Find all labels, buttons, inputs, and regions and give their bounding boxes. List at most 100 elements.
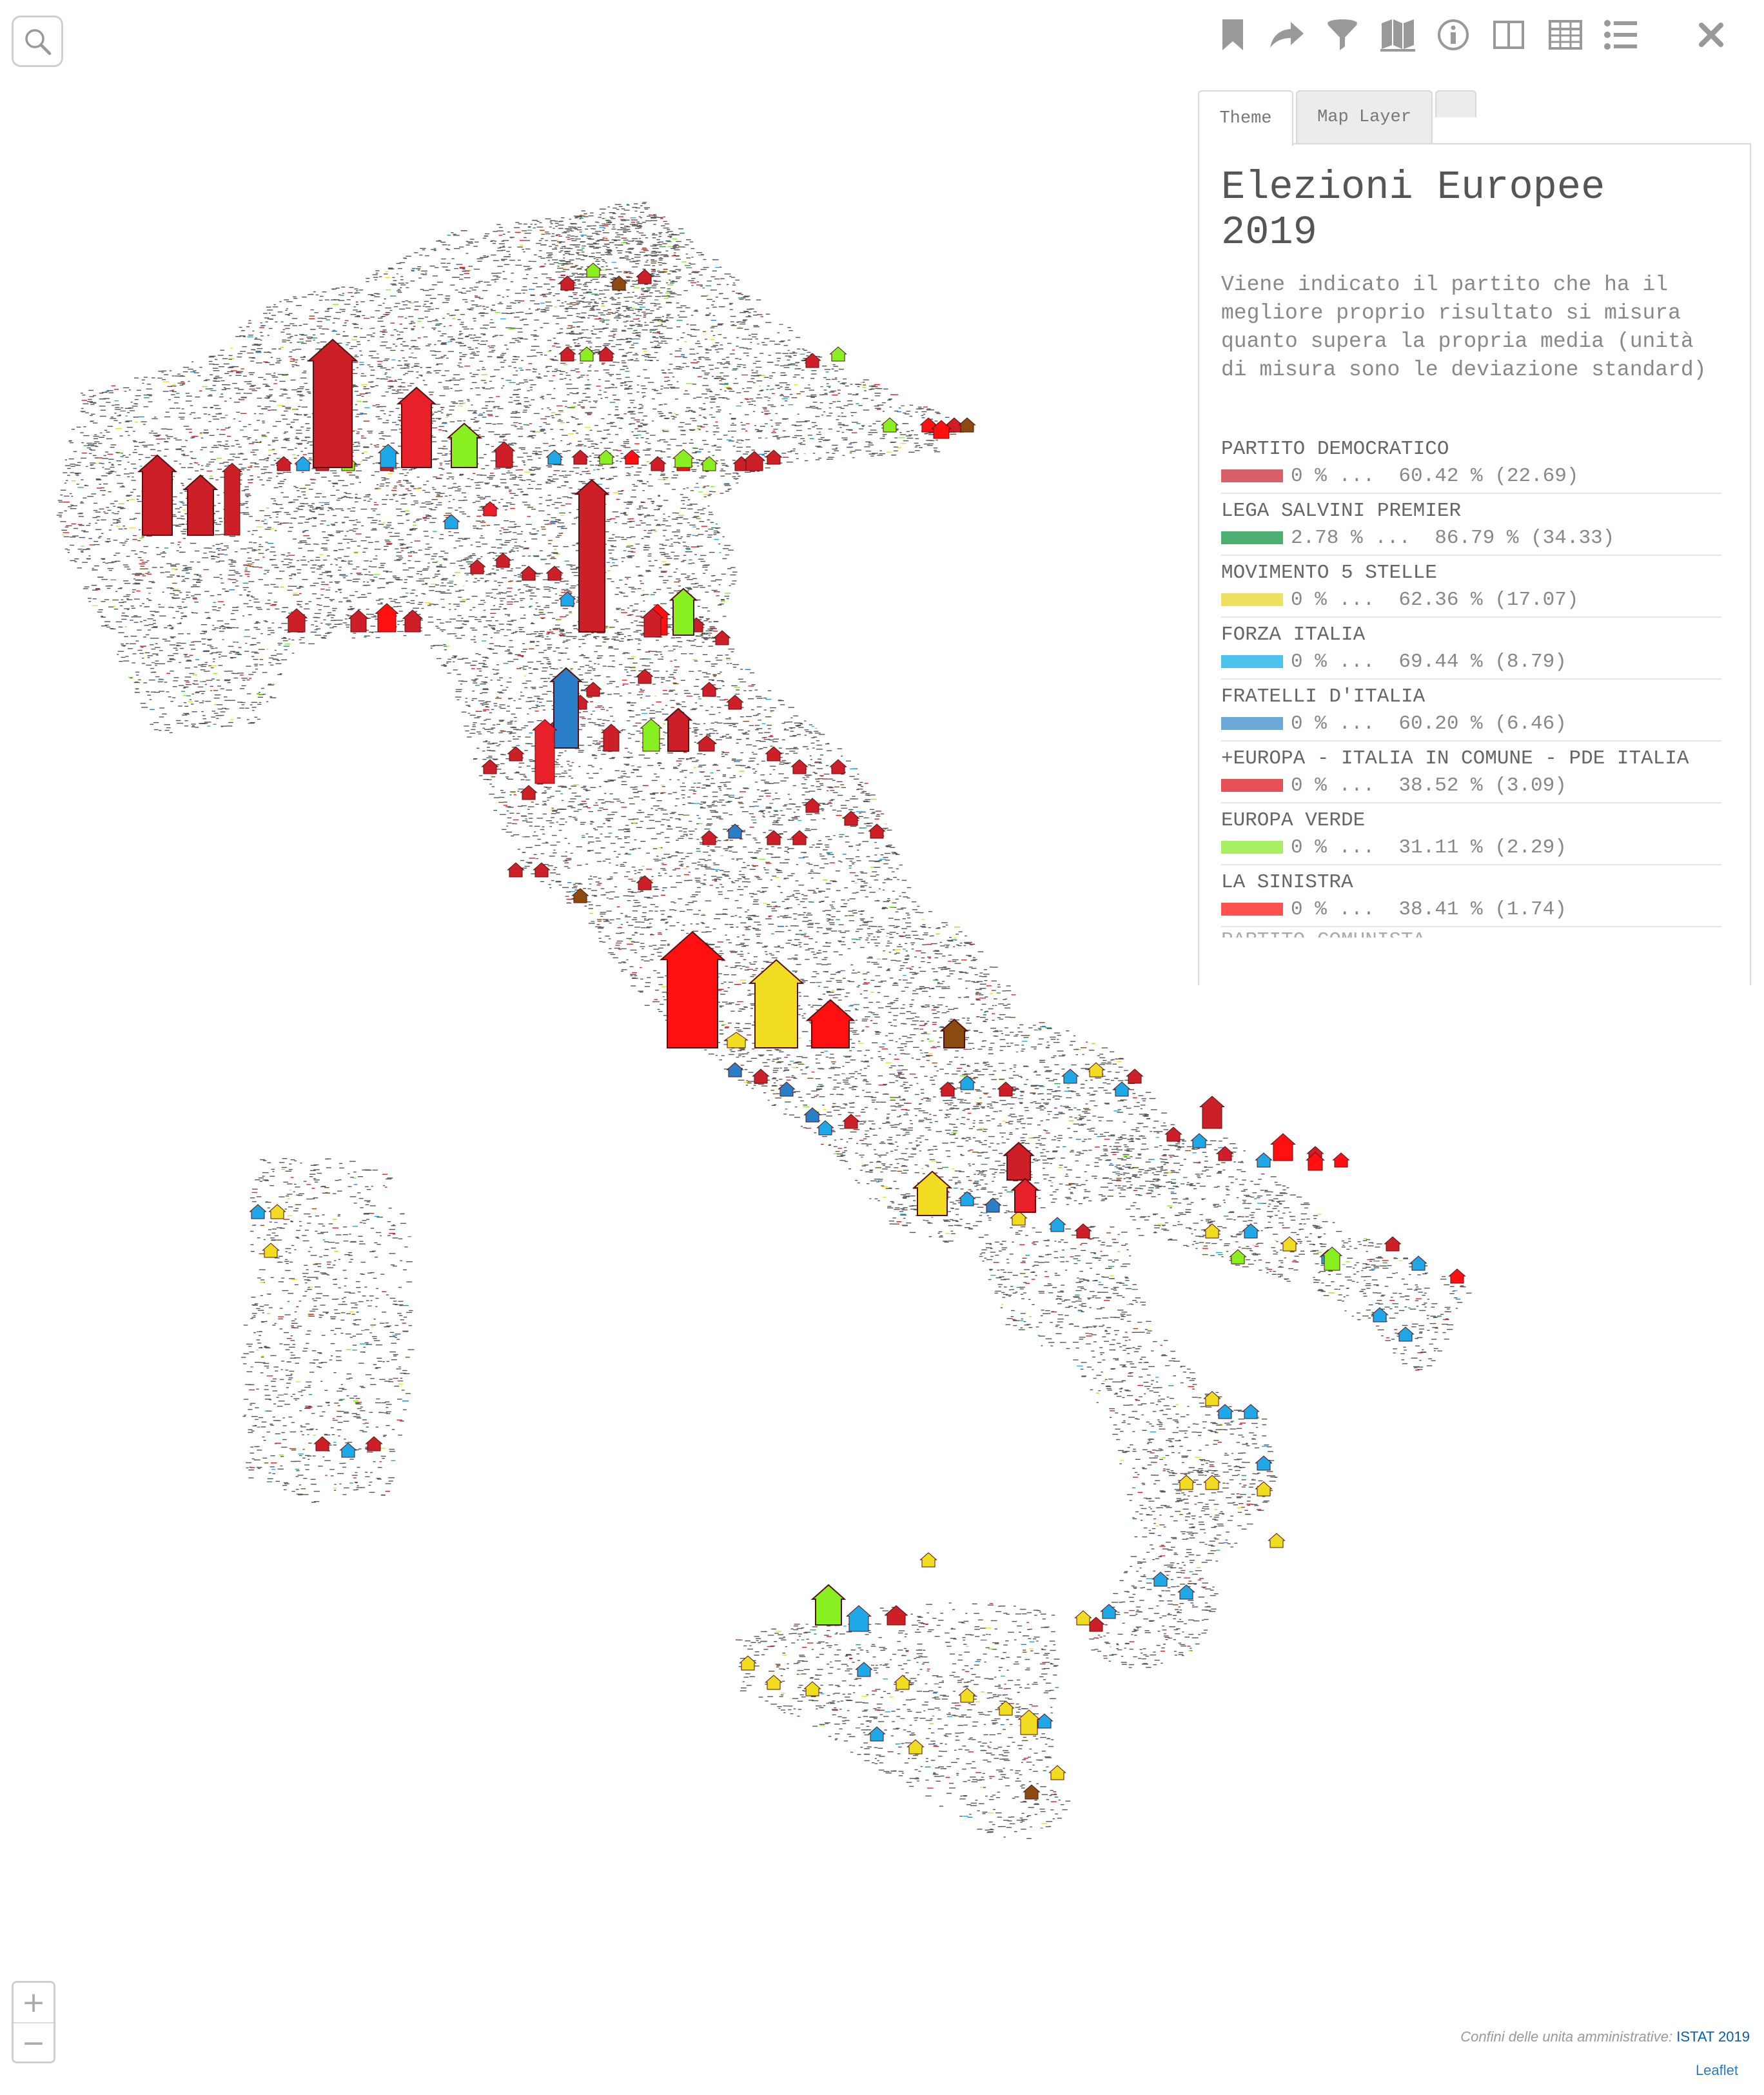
small-party-arrow <box>1024 1785 1040 1799</box>
bookmark-button[interactable] <box>1212 14 1253 55</box>
small-party-arrow <box>598 450 614 464</box>
leaflet-link[interactable]: Leaflet <box>1696 2062 1738 2079</box>
close-icon <box>1698 22 1724 48</box>
small-party-arrow <box>908 1740 924 1754</box>
small-party-arrow <box>1243 1224 1259 1238</box>
tab-map-layer[interactable]: Map Layer <box>1296 90 1433 143</box>
small-party-arrow <box>579 347 595 361</box>
legend-range: 0 % ... 60.42 % (22.69) <box>1291 465 1578 487</box>
medium-party-arrow <box>847 1606 870 1631</box>
small-party-arrow <box>805 1682 821 1696</box>
table-button[interactable] <box>1545 14 1586 55</box>
medium-party-arrow <box>403 610 422 632</box>
small-party-arrow <box>753 1069 769 1083</box>
list-icon <box>1603 19 1638 50</box>
small-party-arrow <box>1217 1146 1233 1161</box>
legend-range: 2.78 % ... 86.79 % (34.33) <box>1291 527 1614 549</box>
large-party-arrow <box>750 960 803 1048</box>
attribution: Confini delle unita amministrative: ISTA… <box>1460 2029 1750 2045</box>
small-party-arrow <box>959 1688 975 1702</box>
small-party-arrow <box>560 276 576 290</box>
small-party-arrow <box>998 1082 1014 1096</box>
share-button[interactable] <box>1266 14 1308 55</box>
small-party-arrow <box>1282 1237 1298 1251</box>
small-party-arrow <box>1256 1153 1272 1167</box>
small-party-arrow <box>1153 1572 1169 1586</box>
small-party-arrow <box>921 1553 937 1567</box>
small-party-arrow <box>1385 1237 1401 1251</box>
small-party-arrow <box>1333 1153 1349 1167</box>
legend-swatch <box>1221 779 1283 792</box>
legend-range: 0 % ... 38.52 % (3.09) <box>1291 774 1567 797</box>
small-party-arrow <box>792 831 808 845</box>
panel-title: Elezioni Europee 2019 <box>1221 165 1711 255</box>
small-party-arrow <box>598 347 614 361</box>
search-icon <box>22 26 53 57</box>
zoom-out-button[interactable]: − <box>14 2023 54 2063</box>
small-party-arrow <box>714 631 730 645</box>
large-party-arrow <box>222 463 242 535</box>
legend-party-name: +EUROPA - ITALIA IN COMUNE - PDE ITALIA <box>1221 745 1721 772</box>
small-party-arrow <box>508 863 524 877</box>
small-party-arrow <box>482 760 498 774</box>
legend-range: 0 % ... 69.44 % (8.79) <box>1291 651 1567 673</box>
small-party-arrow <box>1101 1604 1117 1618</box>
split-view-icon <box>1493 21 1524 49</box>
small-party-arrow <box>701 457 718 471</box>
large-party-arrow <box>398 388 435 467</box>
small-party-arrow <box>263 1243 279 1257</box>
info-icon <box>1436 18 1470 52</box>
small-party-arrow <box>295 457 311 471</box>
small-party-arrow <box>1179 1475 1195 1490</box>
small-party-arrow <box>560 347 576 361</box>
legend-party-name: MOVIMENTO 5 STELLE <box>1221 560 1721 587</box>
close-button[interactable] <box>1690 14 1732 55</box>
small-party-arrow <box>650 457 666 471</box>
tab-extra[interactable] <box>1435 90 1476 117</box>
small-party-arrow <box>701 831 718 845</box>
small-party-arrow <box>843 1114 859 1128</box>
map-icon <box>1380 18 1415 52</box>
small-party-arrow <box>340 1443 357 1457</box>
map-button[interactable] <box>1377 14 1418 55</box>
medium-party-arrow <box>286 609 307 632</box>
legend-swatch <box>1221 469 1283 482</box>
small-party-arrow <box>482 502 498 516</box>
small-party-arrow <box>779 1082 795 1096</box>
medium-party-arrow <box>378 444 398 467</box>
small-party-arrow <box>818 1121 834 1135</box>
small-party-arrow <box>1204 1392 1220 1406</box>
legend-party-name: FORZA ITALIA <box>1221 622 1721 649</box>
panel-description: Viene indicato il partito che ha il megl… <box>1221 271 1724 384</box>
legend-party-name: EUROPA VERDE <box>1221 807 1721 834</box>
list-button[interactable] <box>1600 14 1642 55</box>
small-party-arrow <box>1050 1217 1066 1232</box>
attribution-link[interactable]: ISTAT 2019 <box>1676 2029 1750 2045</box>
small-party-arrow <box>1411 1256 1427 1270</box>
legend-swatch <box>1221 903 1283 916</box>
medium-party-arrow <box>1200 1096 1224 1128</box>
small-party-arrow <box>1114 1082 1130 1096</box>
small-party-arrow <box>637 669 653 684</box>
small-party-arrow <box>637 270 653 284</box>
small-party-arrow <box>1088 1617 1104 1631</box>
split-view-button[interactable] <box>1488 14 1529 55</box>
search-button[interactable] <box>12 15 63 67</box>
small-party-arrow <box>1127 1069 1143 1083</box>
small-party-arrow <box>1230 1250 1246 1264</box>
small-party-arrow <box>573 889 589 903</box>
tab-theme[interactable]: Theme <box>1198 90 1293 146</box>
small-party-arrow <box>250 1205 266 1219</box>
zoom-in-button[interactable]: + <box>14 1983 54 2023</box>
filter-button[interactable] <box>1322 14 1363 55</box>
small-party-arrow <box>830 760 847 774</box>
small-party-arrow <box>1191 1134 1208 1148</box>
small-party-arrow <box>1269 1533 1285 1548</box>
large-party-arrow <box>533 720 556 783</box>
medium-party-arrow <box>671 589 696 635</box>
small-party-arrow <box>869 1727 885 1741</box>
small-party-arrow <box>547 450 563 464</box>
info-button[interactable] <box>1433 14 1474 55</box>
